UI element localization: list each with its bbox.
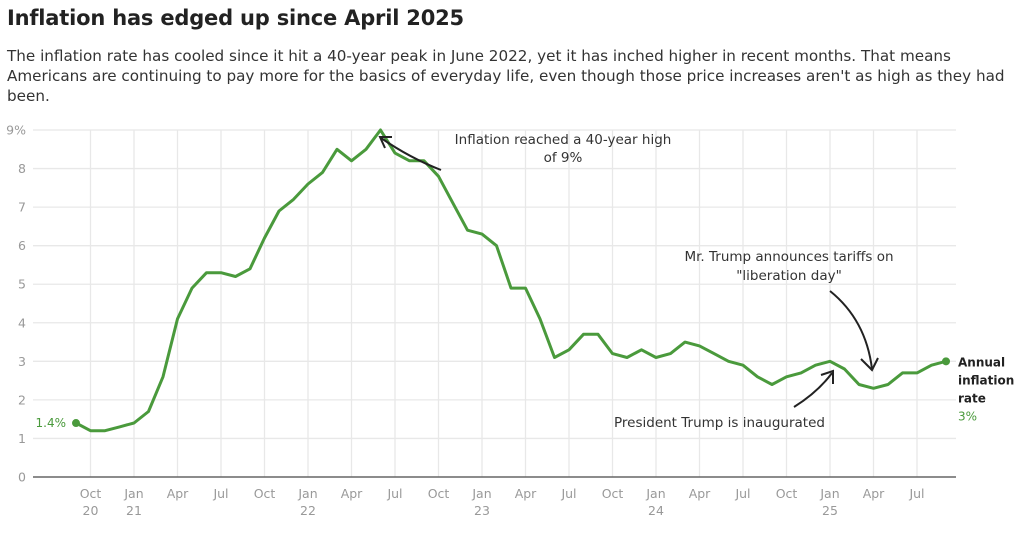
x-tick-label: Oct <box>428 486 450 501</box>
x-tick-label: Jan <box>471 486 491 501</box>
y-tick-label: 2 <box>18 392 26 407</box>
x-tick-year-label: 24 <box>648 503 664 518</box>
chart-title: Inflation has edged up since April 2025 <box>7 6 464 30</box>
annotation-tariffs-line1: Mr. Trump announces tariffs on <box>684 249 893 265</box>
annotation-inauguration-text: President Trump is inaugurated <box>614 415 825 431</box>
x-tick-year-label: 20 <box>83 503 99 518</box>
x-tick-label: Oct <box>254 486 276 501</box>
x-tick-label: Jul <box>734 486 750 501</box>
end-label: Annual inflation rate 3% <box>958 355 1014 423</box>
annotation-peak-line2: of 9% <box>544 150 583 166</box>
series-points <box>72 129 950 431</box>
y-tick-label: 4 <box>18 315 26 330</box>
annotation-tariffs-line2: "liberation day" <box>736 268 842 284</box>
x-tick-label: Jan <box>297 486 317 501</box>
annotation-inauguration: President Trump is inaugurated <box>614 369 834 431</box>
x-tick-year-label: 21 <box>126 503 142 518</box>
y-tick-label: 1 <box>18 431 26 446</box>
end-point <box>942 357 950 366</box>
x-tick-label: Oct <box>80 486 102 501</box>
annotation-inauguration-arrow-icon <box>793 372 833 408</box>
y-tick-label: 5 <box>18 277 26 292</box>
y-tick-label: 3 <box>18 354 26 369</box>
annotation-tariffs-arrowhead-icon <box>860 357 879 372</box>
end-label-line3: rate <box>958 391 986 405</box>
end-label-line2: inflation <box>958 373 1014 387</box>
y-tick-label: 9% <box>6 123 26 138</box>
annotation-peak-line1: Inflation reached a 40-year high <box>455 132 672 148</box>
x-tick-label: Jan <box>123 486 143 501</box>
annotation-inauguration-arrowhead-icon <box>820 369 834 384</box>
start-point <box>72 419 80 428</box>
y-tick-label: 7 <box>18 200 26 215</box>
x-tick-label: Apr <box>167 486 189 501</box>
y-tick-label: 6 <box>18 238 26 253</box>
x-tick-label: Jan <box>819 486 839 501</box>
x-tick-year-label: 25 <box>822 503 838 518</box>
annotation-tariffs: Mr. Trump announces tariffs on "liberati… <box>684 249 894 372</box>
y-tick-label: 0 <box>18 470 26 485</box>
chart-subtitle: The inflation rate has cooled since it h… <box>7 47 1005 105</box>
x-tick-label: Apr <box>515 486 537 501</box>
y-tick-label: 8 <box>18 161 26 176</box>
x-tick-label: Apr <box>863 486 885 501</box>
end-value-label: 3% <box>958 409 977 423</box>
x-tick-label: Oct <box>602 486 624 501</box>
x-axis: Oct 20 Jan 21 Apr Jul Oct Jan 22 Apr Jul Oct Jan 23 Ap… <box>80 486 925 518</box>
x-tick-label: Jan <box>645 486 665 501</box>
x-tick-year-label: 22 <box>300 503 316 518</box>
annotation-tariffs-arrow-icon <box>829 290 873 370</box>
end-label-line1: Annual <box>958 355 1005 369</box>
x-tick-label: Apr <box>689 486 711 501</box>
x-tick-label: Jul <box>386 486 402 501</box>
x-tick-label: Jul <box>560 486 576 501</box>
start-value-label: 1.4% <box>36 416 67 430</box>
annotation-peak: Inflation reached a 40-year high of 9% <box>378 132 672 171</box>
x-tick-label: Oct <box>776 486 798 501</box>
annotation-peak-arrow-icon <box>380 137 442 171</box>
y-axis: 0 1 2 3 4 5 6 7 8 9% <box>6 123 26 485</box>
x-tick-label: Jul <box>212 486 228 501</box>
x-tick-label: Apr <box>341 486 363 501</box>
x-tick-label: Jul <box>908 486 924 501</box>
x-tick-year-label: 23 <box>474 503 490 518</box>
annotation-peak-arrowhead-icon <box>378 136 392 149</box>
